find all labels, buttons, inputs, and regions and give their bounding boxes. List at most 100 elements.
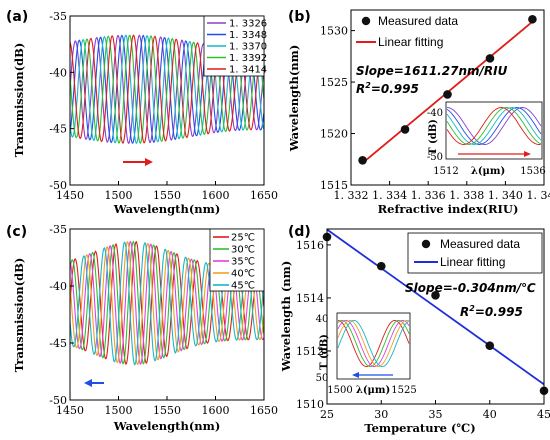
y-tick-label: -35 [49,10,67,23]
y-tick-label: 1525 [320,76,348,89]
panel-b-frame [350,9,545,186]
inset-curve [446,107,542,145]
legend-measured-d: Measured data [440,237,520,251]
panel-d-inset: 40 50 T (dB) 1500 1525 λ(μm) [316,312,417,396]
inset-curve [446,107,542,145]
x-tick-label: 1500 [105,189,133,202]
legend-fit-b: Linear fitting [378,35,443,49]
legend-entry: 45℃ [231,281,255,292]
legend-box [209,228,265,292]
legend-entry: 1. 3326 [229,19,267,30]
panel-b-plot [358,14,537,165]
panel-a-arrow [123,158,153,166]
x-tick-label: 1650 [250,404,278,417]
x-tick-label: 1. 340 [488,189,523,202]
data-point [431,290,440,300]
legend-fit-d: Linear fitting [440,255,505,269]
x-tick-label: 1500 [105,404,133,417]
x-tick-label: 1. 342 [527,189,550,202]
data-point [443,90,452,99]
inset-b-ytick-1: -40 [427,108,443,119]
panel-a-ylabel: Transmission(dB) [12,43,26,158]
panel-b-inset: -40 -50 T (dB) 1512 1536 λ(μm) [427,101,546,177]
legend-entry: 35℃ [231,257,255,268]
panel-d-r2: R2=0.995 [460,304,523,319]
panel-d-ylabel: Wavelength (nm) [279,261,293,373]
y-tick-label: -45 [49,123,67,136]
x-tick-label: 1. 332 [334,189,369,202]
legend-entry: 1. 3370 [229,42,267,53]
panel-b-r2-val: =0.995 [371,82,419,96]
legend-entry: 30℃ [231,245,255,256]
inset-d-ytick-1: 40 [316,314,329,325]
panel-d-r2-r: R [460,305,469,319]
x-tick-label: 30 [374,408,388,421]
fit-line [326,228,545,386]
x-tick-label: 1550 [153,404,181,417]
series-curve-1 [69,240,265,365]
y-tick-label: 1512 [296,345,324,358]
panel-c: (c) 1450 1500 1550 1600 1650 -35 -40 -45 -50 Wav… [6,223,278,433]
y-tick-label: 1510 [296,398,324,411]
panel-d-xlabel: Temperature (℃) [364,421,475,435]
y-tick-label: 1514 [296,292,324,305]
x-tick-label: 45 [537,408,550,421]
inset-d-ytick-2: 50 [316,373,329,384]
data-point [528,14,537,24]
x-tick-label: 40 [483,408,497,421]
inset-d-ylabel: T (dB) [319,334,330,370]
inset-curve [446,107,542,145]
panel-c-label: (c) [6,224,27,240]
panel-a-curves [69,34,265,145]
legend-entry: 1. 3414 [229,65,267,76]
x-tick-label: 1550 [153,189,181,202]
panel-b-legend: Measured data Linear fitting [356,14,458,49]
x-tick-label: 35 [429,408,443,421]
inset-curve [446,107,542,145]
panel-c-legend: 25℃30℃35℃40℃45℃ [209,228,265,292]
data-point [485,341,495,350]
y-tick-label: -50 [49,179,67,192]
legend-marker-measured [361,16,371,26]
panel-d: (d) 25 30 35 40 45 1510 1512 1514 1516 Temperatu… [279,224,550,435]
x-tick-label: 25 [320,408,334,421]
panel-b-r2-r: R [356,82,365,96]
legend-marker-measured-d [421,239,431,249]
inset-b-ytick-2: -50 [427,152,443,163]
series-curve-5 [69,34,265,144]
y-tick-label: -40 [49,280,67,293]
panel-d-slope: Slope=-0.304nm/℃ [405,281,536,295]
inset-curve [337,319,410,368]
x-tick-label: 1650 [250,189,278,202]
panel-d-label: (d) [288,224,311,240]
legend-measured-b: Measured data [378,14,458,28]
legend-entry: 25℃ [231,233,255,244]
panel-c-ticks: 1450 1500 1550 1600 1650 -35 -40 -45 -50 [49,223,278,417]
y-tick-label: -40 [49,66,67,79]
y-tick-label: 1520 [320,128,348,141]
panel-b-ylabel: Wavelength(nm) [287,45,301,153]
panel-b-xlabel: Refractive index(RIU) [378,202,519,216]
y-tick-label: -45 [49,337,67,350]
panel-b-slope: Slope=1611.27nm/RIU [356,64,508,78]
series-curve-5 [69,241,265,366]
y-tick-label: -35 [49,223,67,236]
y-tick-label: 1530 [320,25,348,38]
y-tick-label: -50 [49,394,67,407]
inset-b-xlabel: λ(μm) [471,166,505,177]
x-tick-label: 1450 [56,189,84,202]
data-point [358,155,367,165]
panel-c-ylabel: Transmission(dB) [12,258,26,373]
y-tick-label: 1516 [296,239,324,252]
panel-c-arrow [84,379,104,387]
panel-b-label: (b) [288,9,311,25]
x-tick-label: 1450 [56,404,84,417]
legend-entry: 1. 3392 [229,53,267,64]
inset-curve [337,319,410,368]
panel-a-xlabel: Wavelength(nm) [113,202,221,216]
panel-d-r2-val: =0.995 [475,305,523,319]
